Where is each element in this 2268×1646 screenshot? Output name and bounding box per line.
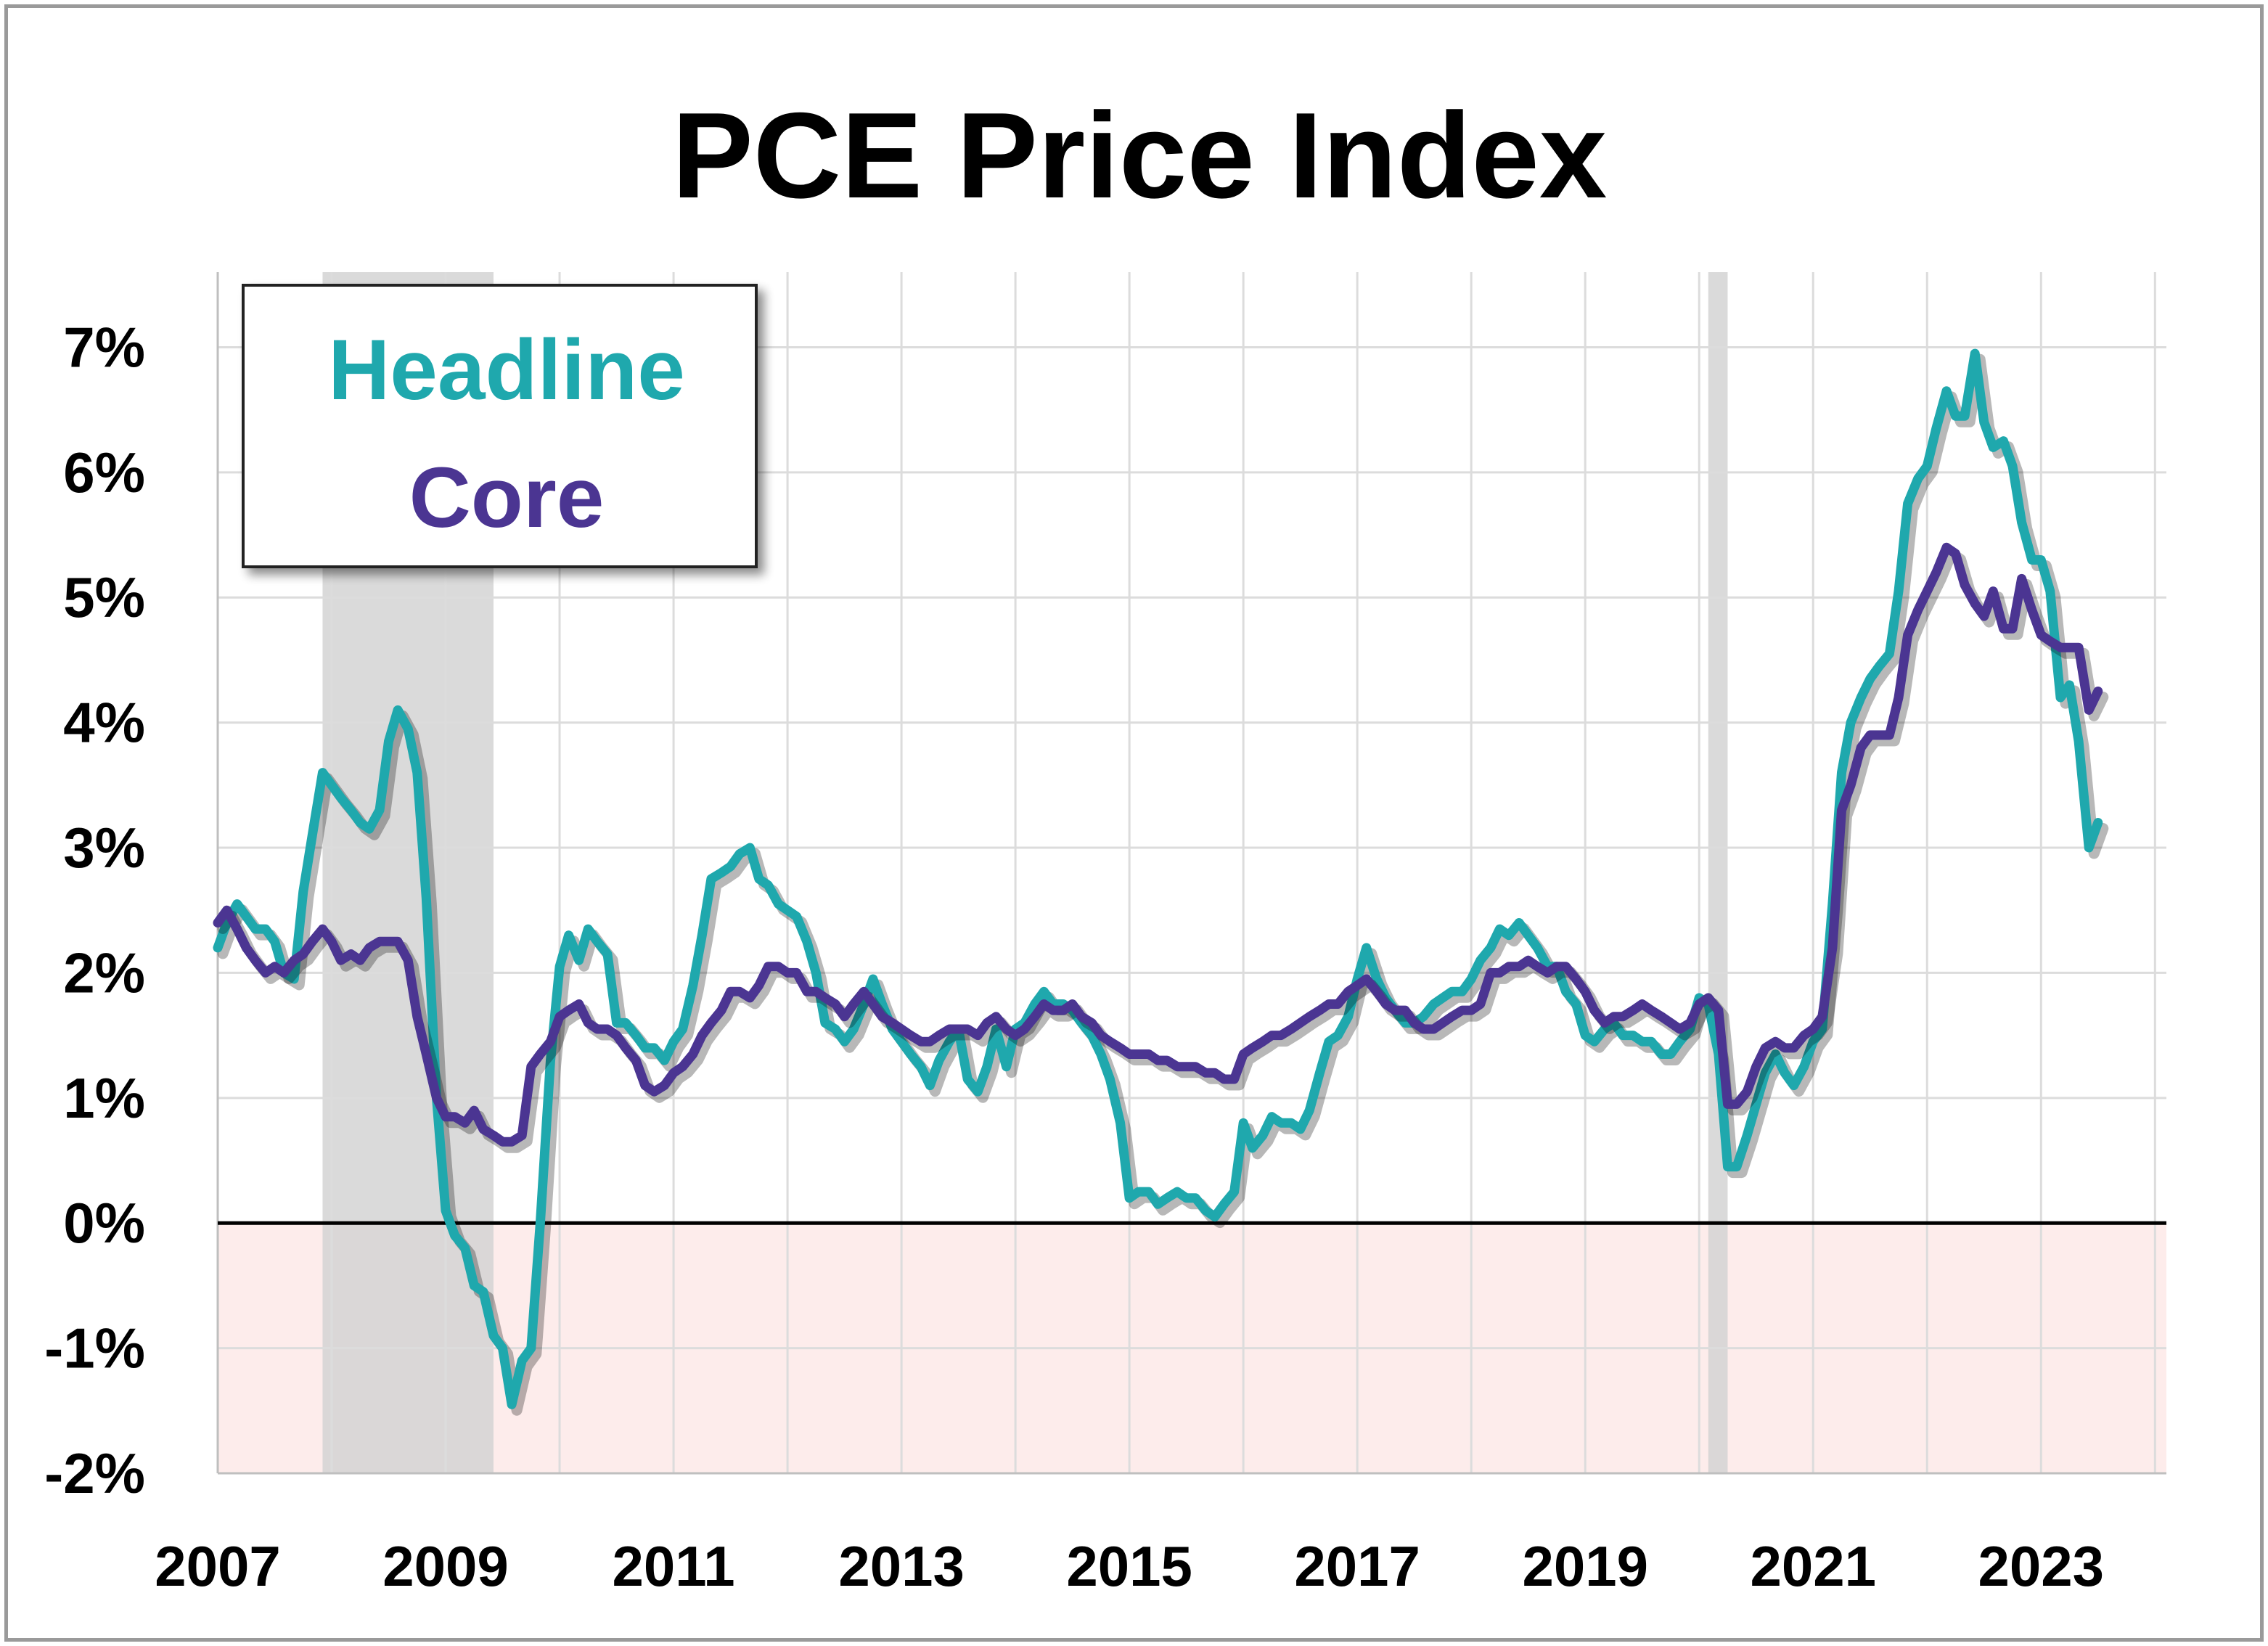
x-tick-label: 2021: [1750, 1534, 1876, 1598]
y-tick-label: 4%: [63, 691, 145, 755]
x-tick-label: 2023: [1978, 1534, 2105, 1598]
chart-title: PCE Price Index: [672, 87, 1608, 224]
series-line-core: [213, 542, 2103, 1147]
y-tick-label: -2%: [44, 1441, 145, 1505]
y-tick-label: 7%: [63, 315, 145, 379]
y-tick-labels: -2% -1% 0% 1% 2% 3% 4% 5% 6% 7%: [44, 315, 145, 1505]
x-tick-label: 2007: [155, 1534, 281, 1598]
legend-label-headline: Headline: [328, 322, 685, 418]
y-tick-label: 6%: [63, 441, 145, 504]
x-tick-label: 2017: [1294, 1534, 1420, 1598]
legend-label-core: Core: [409, 450, 605, 546]
y-tick-label: 1%: [63, 1066, 145, 1130]
legend: Headline Core: [242, 284, 758, 568]
series-line-headline: [213, 348, 2103, 1409]
x-tick-label: 2019: [1522, 1534, 1648, 1598]
recession-band-2: [1708, 272, 1728, 1473]
y-tick-label: 3%: [63, 816, 145, 880]
x-tick-labels: 2007 2009 2011 2013 2015 2017 2019 2021 2023: [155, 1534, 2104, 1598]
x-tick-label: 2009: [382, 1534, 509, 1598]
x-tick-label: 2015: [1066, 1534, 1192, 1598]
y-tick-label: 2%: [63, 941, 145, 1004]
series-line-core-shadow: [217, 547, 2109, 1153]
x-tick-label: 2011: [612, 1534, 734, 1598]
y-tick-label: 5%: [63, 565, 145, 629]
series-lines: [213, 348, 2109, 1416]
y-tick-label: 0%: [63, 1191, 145, 1255]
legend-box: [242, 284, 758, 568]
y-tick-label: -1%: [44, 1317, 145, 1380]
x-tick-label: 2013: [838, 1534, 965, 1598]
